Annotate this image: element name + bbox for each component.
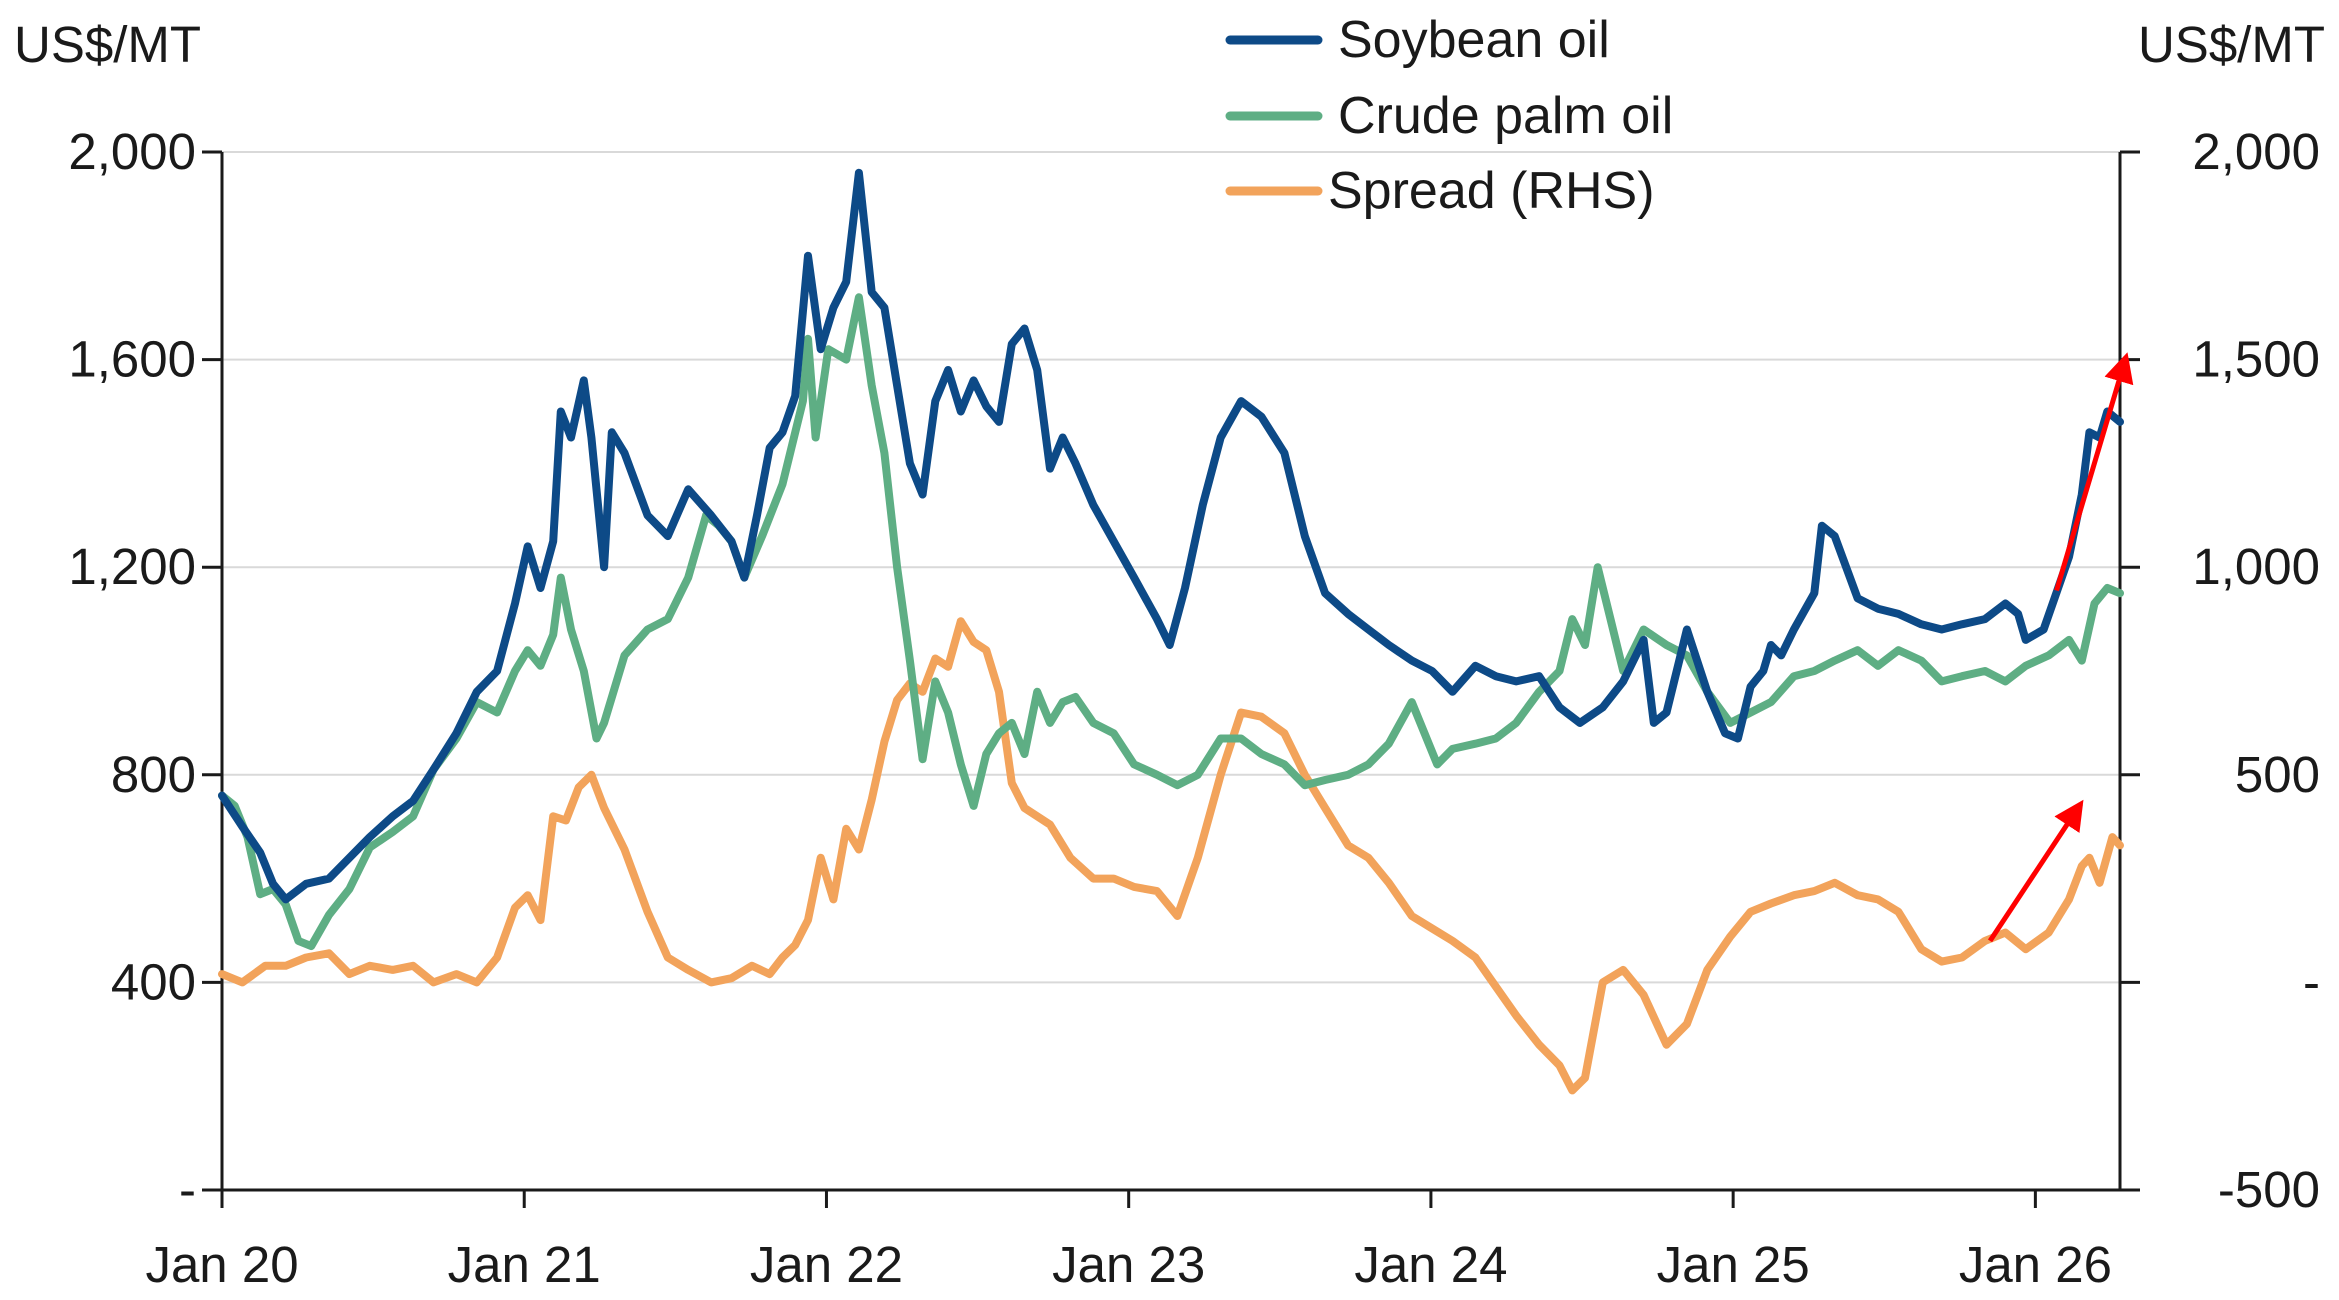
right-tick-label: 1,000 <box>2192 538 2320 595</box>
tick-labels: -4008001,2001,6002,000-500-5001,0001,500… <box>68 123 2320 1293</box>
x-tick-label: Jan 20 <box>145 1236 298 1293</box>
left-axis-unit-label: US$/MT <box>14 16 201 73</box>
legend-label-crude-palm-oil: Crude palm oil <box>1338 87 1673 145</box>
axes <box>220 152 2122 1192</box>
series-line-crude-palm-oil <box>218 293 2124 951</box>
x-tick-label: Jan 22 <box>750 1236 903 1293</box>
right-tick-label: -500 <box>2218 1161 2320 1218</box>
right-axis-unit-label: US$/MT <box>2138 16 2325 73</box>
right-tick-label: 500 <box>2235 746 2320 803</box>
x-tick-label: Jan 24 <box>1354 1236 1507 1293</box>
series-line-spread-rhs <box>218 617 2124 1095</box>
red-arrow-2 <box>1987 799 2084 943</box>
legend: Soybean oil Crude palm oil Spread (RHS) <box>1225 11 1673 220</box>
left-tick-label: - <box>179 1161 196 1218</box>
right-tick-label: 1,500 <box>2192 331 2320 388</box>
x-tick-label: Jan 25 <box>1657 1236 1810 1293</box>
left-tick-label: 400 <box>111 953 196 1010</box>
x-tick-label: Jan 23 <box>1052 1236 1205 1293</box>
x-tick-label: Jan 26 <box>1959 1236 2112 1293</box>
annotations <box>1987 352 2134 943</box>
legend-label-spread: Spread (RHS) <box>1328 162 1655 220</box>
series-lines <box>218 168 2124 1095</box>
x-tick-label: Jan 21 <box>448 1236 601 1293</box>
left-tick-label: 2,000 <box>68 123 196 180</box>
left-tick-label: 1,200 <box>68 538 196 595</box>
red-arrow-1 <box>2054 352 2134 592</box>
right-tick-label: - <box>2303 953 2320 1010</box>
left-tick-label: 800 <box>111 746 196 803</box>
gridlines <box>222 151 2120 984</box>
legend-label-soybean-oil: Soybean oil <box>1338 11 1610 69</box>
right-tick-label: 2,000 <box>2192 123 2320 180</box>
left-tick-label: 1,600 <box>68 331 196 388</box>
series-line-soybean-oil <box>218 168 2124 904</box>
